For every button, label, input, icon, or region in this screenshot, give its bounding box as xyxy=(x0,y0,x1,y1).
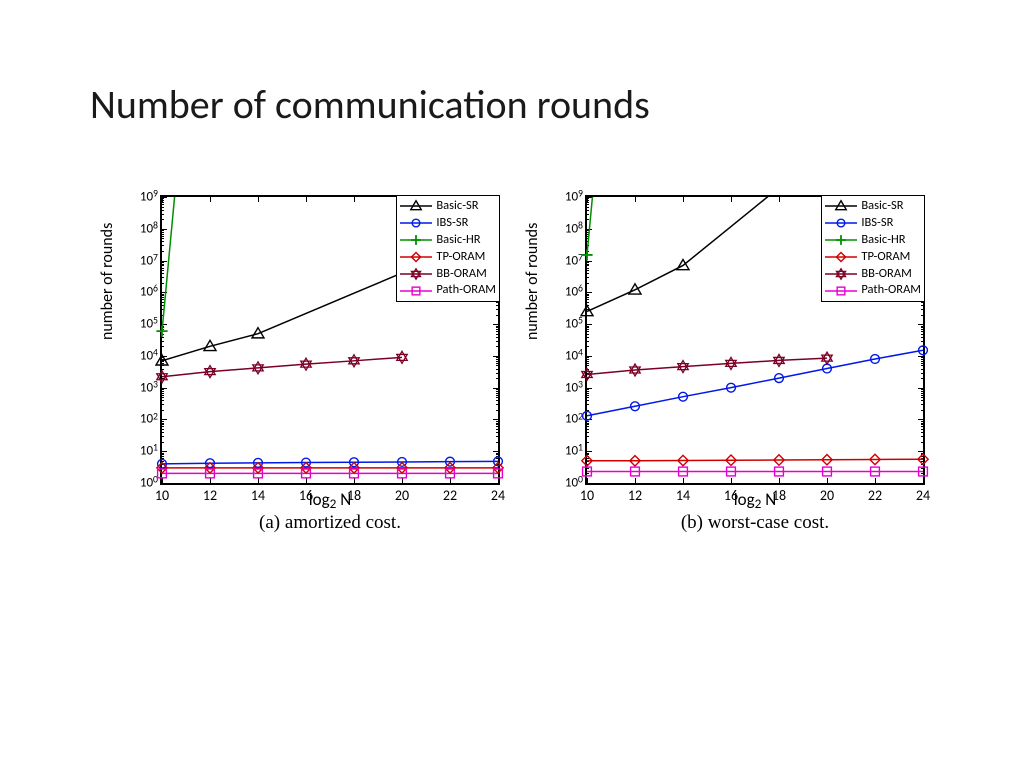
legend-item: TP-ORAM xyxy=(400,249,496,266)
legend-item: Path-ORAM xyxy=(825,282,921,299)
legend-item: TP-ORAM xyxy=(825,249,921,266)
legend-item: Basic-SR xyxy=(400,198,496,215)
legend-item: BB-ORAM xyxy=(400,266,496,283)
legend-label: Path-ORAM xyxy=(436,282,496,299)
x-tick-label: 14 xyxy=(251,483,265,504)
x-tick-label: 24 xyxy=(491,483,505,504)
y-tick-label: 102 xyxy=(140,412,162,427)
x-tick-label: 18 xyxy=(347,483,361,504)
y-tick-label: 103 xyxy=(565,380,587,395)
x-tick-label: 14 xyxy=(676,483,690,504)
legend: Basic-SRIBS-SRBasic-HRTP-ORAMBB-ORAMPath… xyxy=(396,195,500,302)
y-tick-label: 105 xyxy=(140,317,162,332)
legend-label: Basic-HR xyxy=(436,232,480,249)
legend-label: Path-ORAM xyxy=(861,282,921,299)
legend-item: IBS-SR xyxy=(400,215,496,232)
y-tick-label: 108 xyxy=(140,221,162,236)
legend-label: Basic-SR xyxy=(436,198,478,215)
y-tick-label: 107 xyxy=(140,253,162,268)
legend: Basic-SRIBS-SRBasic-HRTP-ORAMBB-ORAMPath… xyxy=(821,195,925,302)
legend-item: Basic-HR xyxy=(400,232,496,249)
x-tick-label: 10 xyxy=(580,483,594,504)
y-tick-label: 106 xyxy=(140,285,162,300)
panel-caption: (a) amortized cost. xyxy=(160,512,500,534)
legend-label: IBS-SR xyxy=(436,215,468,232)
panel-caption: (b) worst-case cost. xyxy=(585,512,925,534)
x-tick-label: 24 xyxy=(916,483,930,504)
y-axis-label: number of rounds xyxy=(98,223,117,340)
x-tick-label: 16 xyxy=(299,483,313,504)
legend-item: IBS-SR xyxy=(825,215,921,232)
chart-panel: number of rounds 100101102103104105106107… xyxy=(525,195,925,534)
x-tick-label: 16 xyxy=(724,483,738,504)
legend-label: TP-ORAM xyxy=(436,249,485,266)
x-tick-label: 12 xyxy=(628,483,642,504)
legend-label: Basic-HR xyxy=(861,232,905,249)
y-axis-label: number of rounds xyxy=(523,223,542,340)
y-tick-label: 103 xyxy=(140,380,162,395)
legend-label: IBS-SR xyxy=(861,215,893,232)
legend-label: BB-ORAM xyxy=(861,266,911,283)
plot-area: 1001011021031041051061071081091012141618… xyxy=(160,195,500,485)
plots-row: number of rounds 100101102103104105106107… xyxy=(100,195,930,534)
x-tick-label: 20 xyxy=(395,483,409,504)
x-tick-label: 12 xyxy=(203,483,217,504)
y-tick-label: 109 xyxy=(565,190,587,205)
y-tick-label: 108 xyxy=(565,221,587,236)
page-title: Number of communication rounds xyxy=(90,80,650,129)
legend-item: Path-ORAM xyxy=(400,282,496,299)
x-tick-label: 10 xyxy=(155,483,169,504)
legend-item: BB-ORAM xyxy=(825,266,921,283)
x-tick-label: 22 xyxy=(868,483,882,504)
y-tick-label: 101 xyxy=(565,444,587,459)
legend-item: Basic-SR xyxy=(825,198,921,215)
legend-label: TP-ORAM xyxy=(861,249,910,266)
x-tick-label: 18 xyxy=(772,483,786,504)
x-tick-label: 20 xyxy=(820,483,834,504)
y-tick-label: 101 xyxy=(140,444,162,459)
y-tick-label: 106 xyxy=(565,285,587,300)
chart-panel: number of rounds 100101102103104105106107… xyxy=(100,195,500,534)
y-tick-label: 104 xyxy=(565,348,587,363)
legend-item: Basic-HR xyxy=(825,232,921,249)
legend-label: BB-ORAM xyxy=(436,266,486,283)
y-tick-label: 105 xyxy=(565,317,587,332)
y-tick-label: 109 xyxy=(140,190,162,205)
legend-label: Basic-SR xyxy=(861,198,903,215)
plot-area: 1001011021031041051061071081091012141618… xyxy=(585,195,925,485)
x-tick-label: 22 xyxy=(443,483,457,504)
